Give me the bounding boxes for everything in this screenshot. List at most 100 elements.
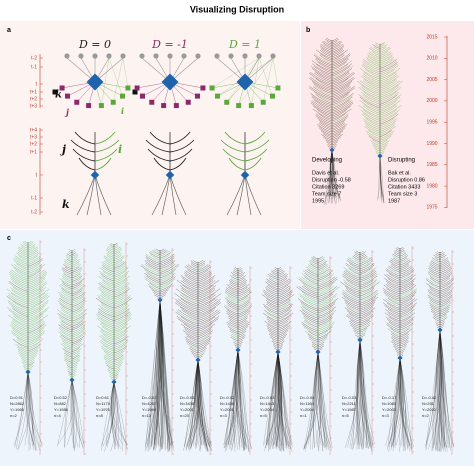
- focal-paper: [275, 349, 281, 355]
- branch: [10, 276, 29, 287]
- branch: [191, 352, 199, 357]
- reference-node: [106, 53, 112, 59]
- citing-node: [260, 99, 266, 105]
- branch: [7, 306, 29, 319]
- branch: [71, 254, 79, 259]
- root: [352, 339, 362, 450]
- branch: [396, 247, 401, 250]
- branch: [197, 309, 215, 320]
- root: [399, 357, 414, 448]
- branch: [345, 262, 361, 272]
- branch: [379, 135, 392, 143]
- branch: [317, 263, 327, 269]
- root: [358, 339, 362, 447]
- root: [25, 371, 35, 446]
- tree-stat: N=1164: [300, 401, 315, 406]
- branch: [13, 267, 29, 276]
- branch: [159, 250, 171, 257]
- branch: [159, 265, 180, 277]
- branch: [331, 134, 343, 141]
- root: [328, 149, 333, 204]
- branch: [193, 260, 199, 264]
- schematic-tree: [145, 131, 195, 216]
- root: [438, 329, 443, 452]
- root: [148, 299, 161, 452]
- branch: [27, 243, 36, 249]
- branch: [399, 247, 404, 250]
- root: [439, 329, 448, 452]
- root: [159, 299, 165, 452]
- branch: [113, 358, 125, 365]
- tree-stat: n=3: [382, 413, 390, 418]
- branch: [27, 366, 34, 370]
- branch: [429, 282, 441, 290]
- branch: [159, 253, 175, 263]
- branch: [274, 268, 279, 272]
- root: [379, 155, 384, 203]
- branch: [197, 277, 215, 287]
- root: [399, 357, 406, 452]
- branch: [181, 277, 199, 287]
- branch: [331, 50, 345, 58]
- branch: [27, 343, 41, 352]
- branch: [359, 296, 379, 308]
- branch: [197, 310, 220, 323]
- branch: [101, 293, 115, 302]
- root: [229, 349, 239, 450]
- branch: [439, 299, 451, 306]
- branch: [331, 143, 337, 147]
- root: [439, 329, 443, 449]
- branch: [71, 274, 82, 281]
- branch: [439, 259, 448, 265]
- branch: [113, 281, 127, 289]
- branch: [237, 315, 248, 322]
- branch: [159, 276, 176, 286]
- root: [169, 174, 187, 216]
- root: [71, 379, 78, 451]
- root: [159, 299, 171, 446]
- disruption-formula: D = 1: [228, 38, 261, 51]
- branch: [12, 338, 29, 348]
- root: [26, 371, 30, 445]
- root: [150, 299, 162, 450]
- branch: [226, 302, 239, 309]
- reference-node: [120, 53, 126, 59]
- branch: [311, 95, 333, 107]
- root: [64, 379, 73, 448]
- branch: [68, 251, 73, 254]
- branch: [331, 44, 344, 51]
- branch: [399, 298, 413, 306]
- branch: [94, 157, 112, 171]
- root: [190, 359, 201, 450]
- branch: [379, 59, 397, 69]
- root: [266, 351, 279, 445]
- root: [277, 351, 280, 451]
- root: [274, 351, 279, 447]
- branch: [263, 309, 279, 318]
- branch: [385, 284, 401, 293]
- branch: [27, 270, 47, 282]
- root: [398, 357, 401, 446]
- branch: [225, 287, 239, 295]
- root: [264, 351, 281, 445]
- time-label: t: [36, 172, 38, 178]
- root: [331, 149, 341, 200]
- branch: [359, 100, 381, 112]
- branch: [325, 38, 333, 43]
- root: [193, 359, 199, 446]
- branch: [277, 281, 291, 290]
- root: [27, 371, 36, 451]
- root: [310, 351, 319, 450]
- branch: [264, 293, 279, 302]
- root: [71, 379, 84, 445]
- branch: [399, 348, 406, 352]
- panel-label: a: [7, 27, 11, 34]
- root: [394, 357, 401, 448]
- root: [277, 351, 286, 449]
- root: [186, 359, 199, 451]
- branch: [344, 281, 361, 292]
- root: [350, 339, 361, 450]
- branch: [71, 253, 78, 257]
- root: [431, 329, 441, 451]
- branch: [306, 266, 319, 274]
